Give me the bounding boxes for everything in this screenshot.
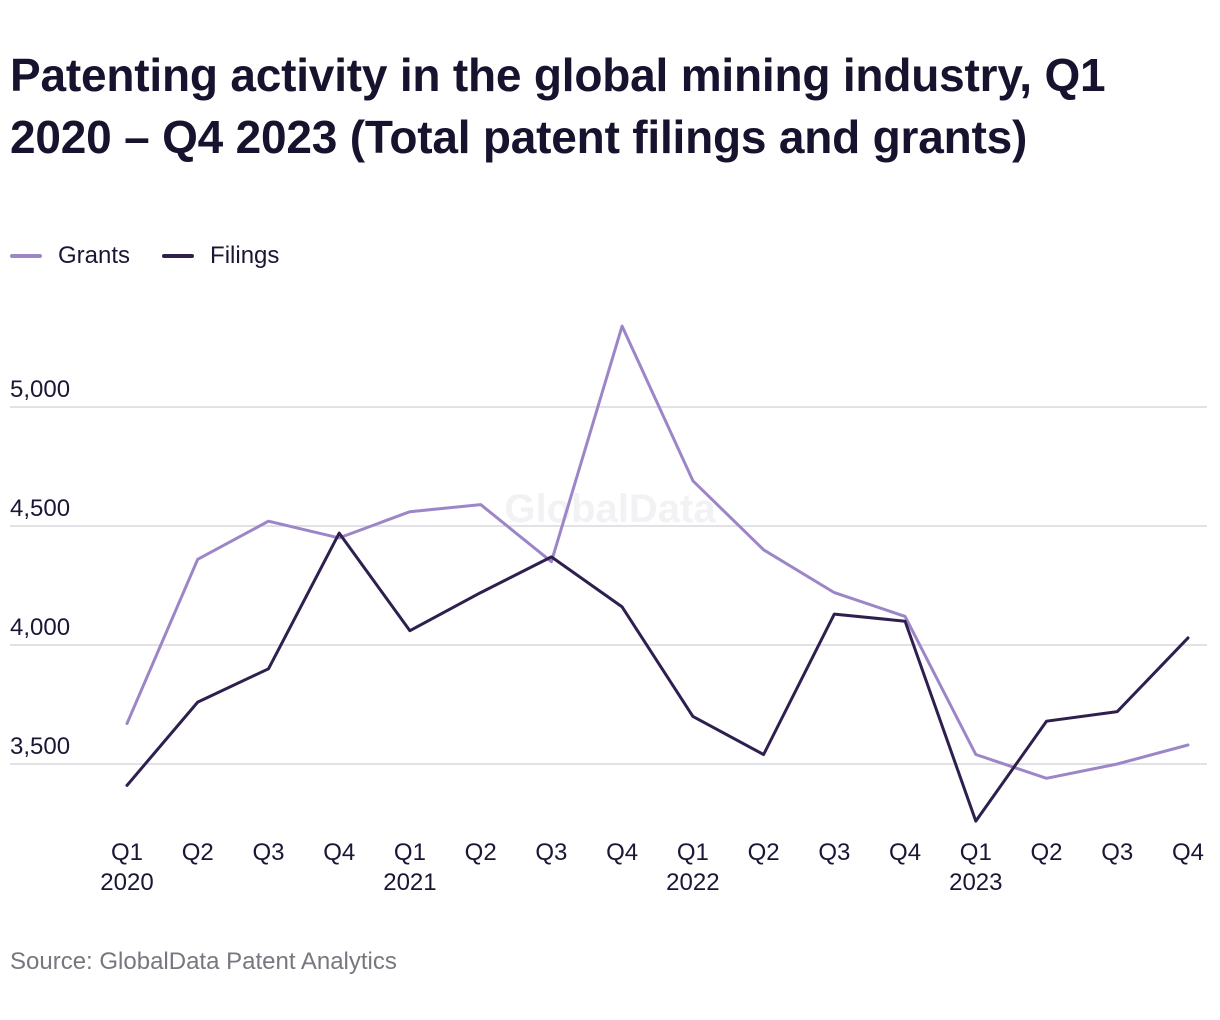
legend-item-grants: Grants — [10, 242, 130, 270]
x-tick-year-label: 2022 — [666, 869, 719, 896]
x-tick-year-label: 2020 — [100, 869, 153, 896]
x-tick-label: Q3 — [252, 839, 284, 866]
y-tick-label: 5,000 — [10, 376, 70, 403]
x-tick-label: Q1 — [960, 839, 992, 866]
x-tick-label: Q3 — [535, 839, 567, 866]
x-tick-label: Q4 — [606, 839, 638, 866]
series-line-grants — [125, 324, 1190, 780]
x-tick-label: Q2 — [748, 839, 780, 866]
legend-swatch-grants — [10, 254, 42, 258]
x-tick-label: Q1 — [394, 839, 426, 866]
x-tick-label: Q2 — [1031, 839, 1063, 866]
chart-title: Patenting activity in the global mining … — [10, 49, 1106, 163]
x-tick-label: Q3 — [1101, 839, 1133, 866]
source-note: Source: GlobalData Patent Analytics — [10, 948, 397, 975]
x-tick-year-label: 2023 — [949, 869, 1002, 896]
x-tick-label: Q2 — [465, 839, 497, 866]
y-axis-ticks: 3,500 4,000 4,500 5,000 — [10, 376, 70, 760]
x-axis-ticks: Q1 2020 Q2 Q3 Q4 Q1 2021 Q2 Q3 Q4 Q1 2022 Q2 Q3 Q4 Q1 20… — [100, 839, 1204, 896]
x-tick-label: Q4 — [1172, 839, 1204, 866]
x-tick-label: Q4 — [889, 839, 921, 866]
x-tick-label: Q4 — [323, 839, 355, 866]
x-tick-label: Q2 — [182, 839, 214, 866]
x-tick-label: Q1 — [677, 839, 709, 866]
y-tick-label: 3,500 — [10, 733, 70, 760]
x-tick-year-label: 2021 — [383, 869, 436, 896]
watermark: GlobalData — [504, 487, 716, 531]
y-tick-label: 4,000 — [10, 614, 70, 641]
legend-label-filings: Filings — [210, 242, 280, 269]
legend-item-filings: Filings — [162, 242, 279, 270]
legend: Grants Filings — [10, 242, 311, 270]
legend-swatch-filings — [162, 254, 195, 258]
x-tick-label: Q3 — [818, 839, 850, 866]
legend-label-grants: Grants — [58, 242, 131, 269]
series-line-filings — [125, 531, 1190, 823]
y-tick-label: 4,500 — [10, 495, 70, 522]
series-lines — [125, 324, 1190, 823]
x-tick-label: Q1 — [111, 839, 143, 866]
